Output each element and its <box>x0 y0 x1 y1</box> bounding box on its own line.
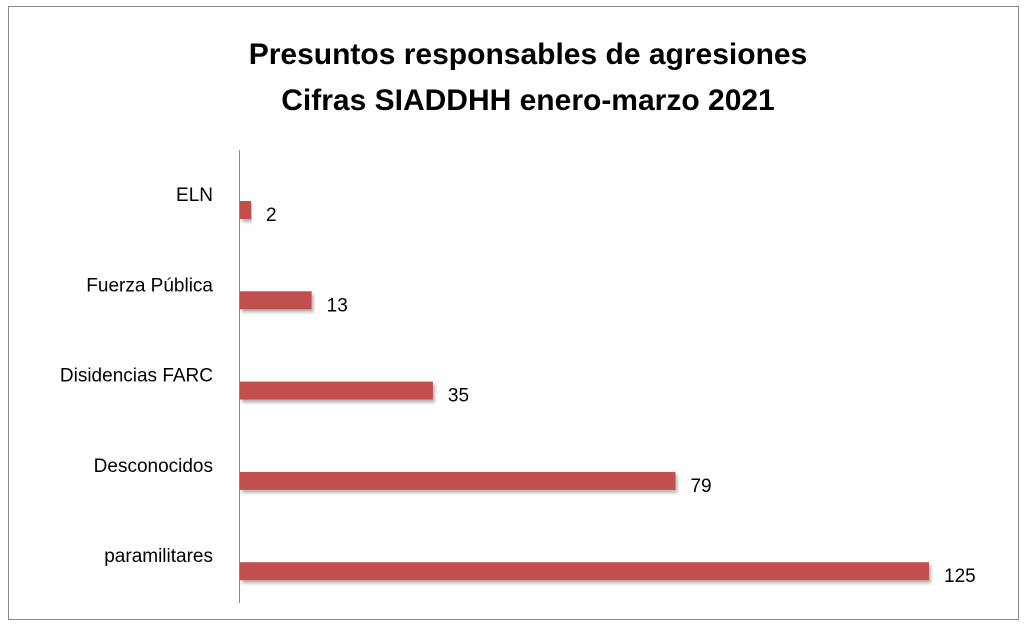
value-label: 79 <box>690 476 711 497</box>
bar <box>240 381 433 400</box>
chart-title: Cifras SIADDHH enero-marzo 2021 <box>281 84 775 117</box>
category-label: Disidencias FARC <box>60 366 213 387</box>
category-label: paramilitares <box>104 546 213 567</box>
chart-title: Presuntos responsables de agresiones <box>249 38 808 71</box>
value-label: 2 <box>266 205 277 226</box>
bar <box>240 562 929 581</box>
bar <box>240 471 676 490</box>
value-label: 35 <box>448 386 469 407</box>
category-label: ELN <box>176 185 213 206</box>
category-label: Fuerza Pública <box>86 275 213 296</box>
value-label: 13 <box>327 295 348 316</box>
chart-frame <box>8 6 1019 620</box>
value-label: 125 <box>944 566 976 587</box>
bar <box>240 201 252 219</box>
category-label: Desconocidos <box>94 456 213 477</box>
bar <box>240 291 312 310</box>
